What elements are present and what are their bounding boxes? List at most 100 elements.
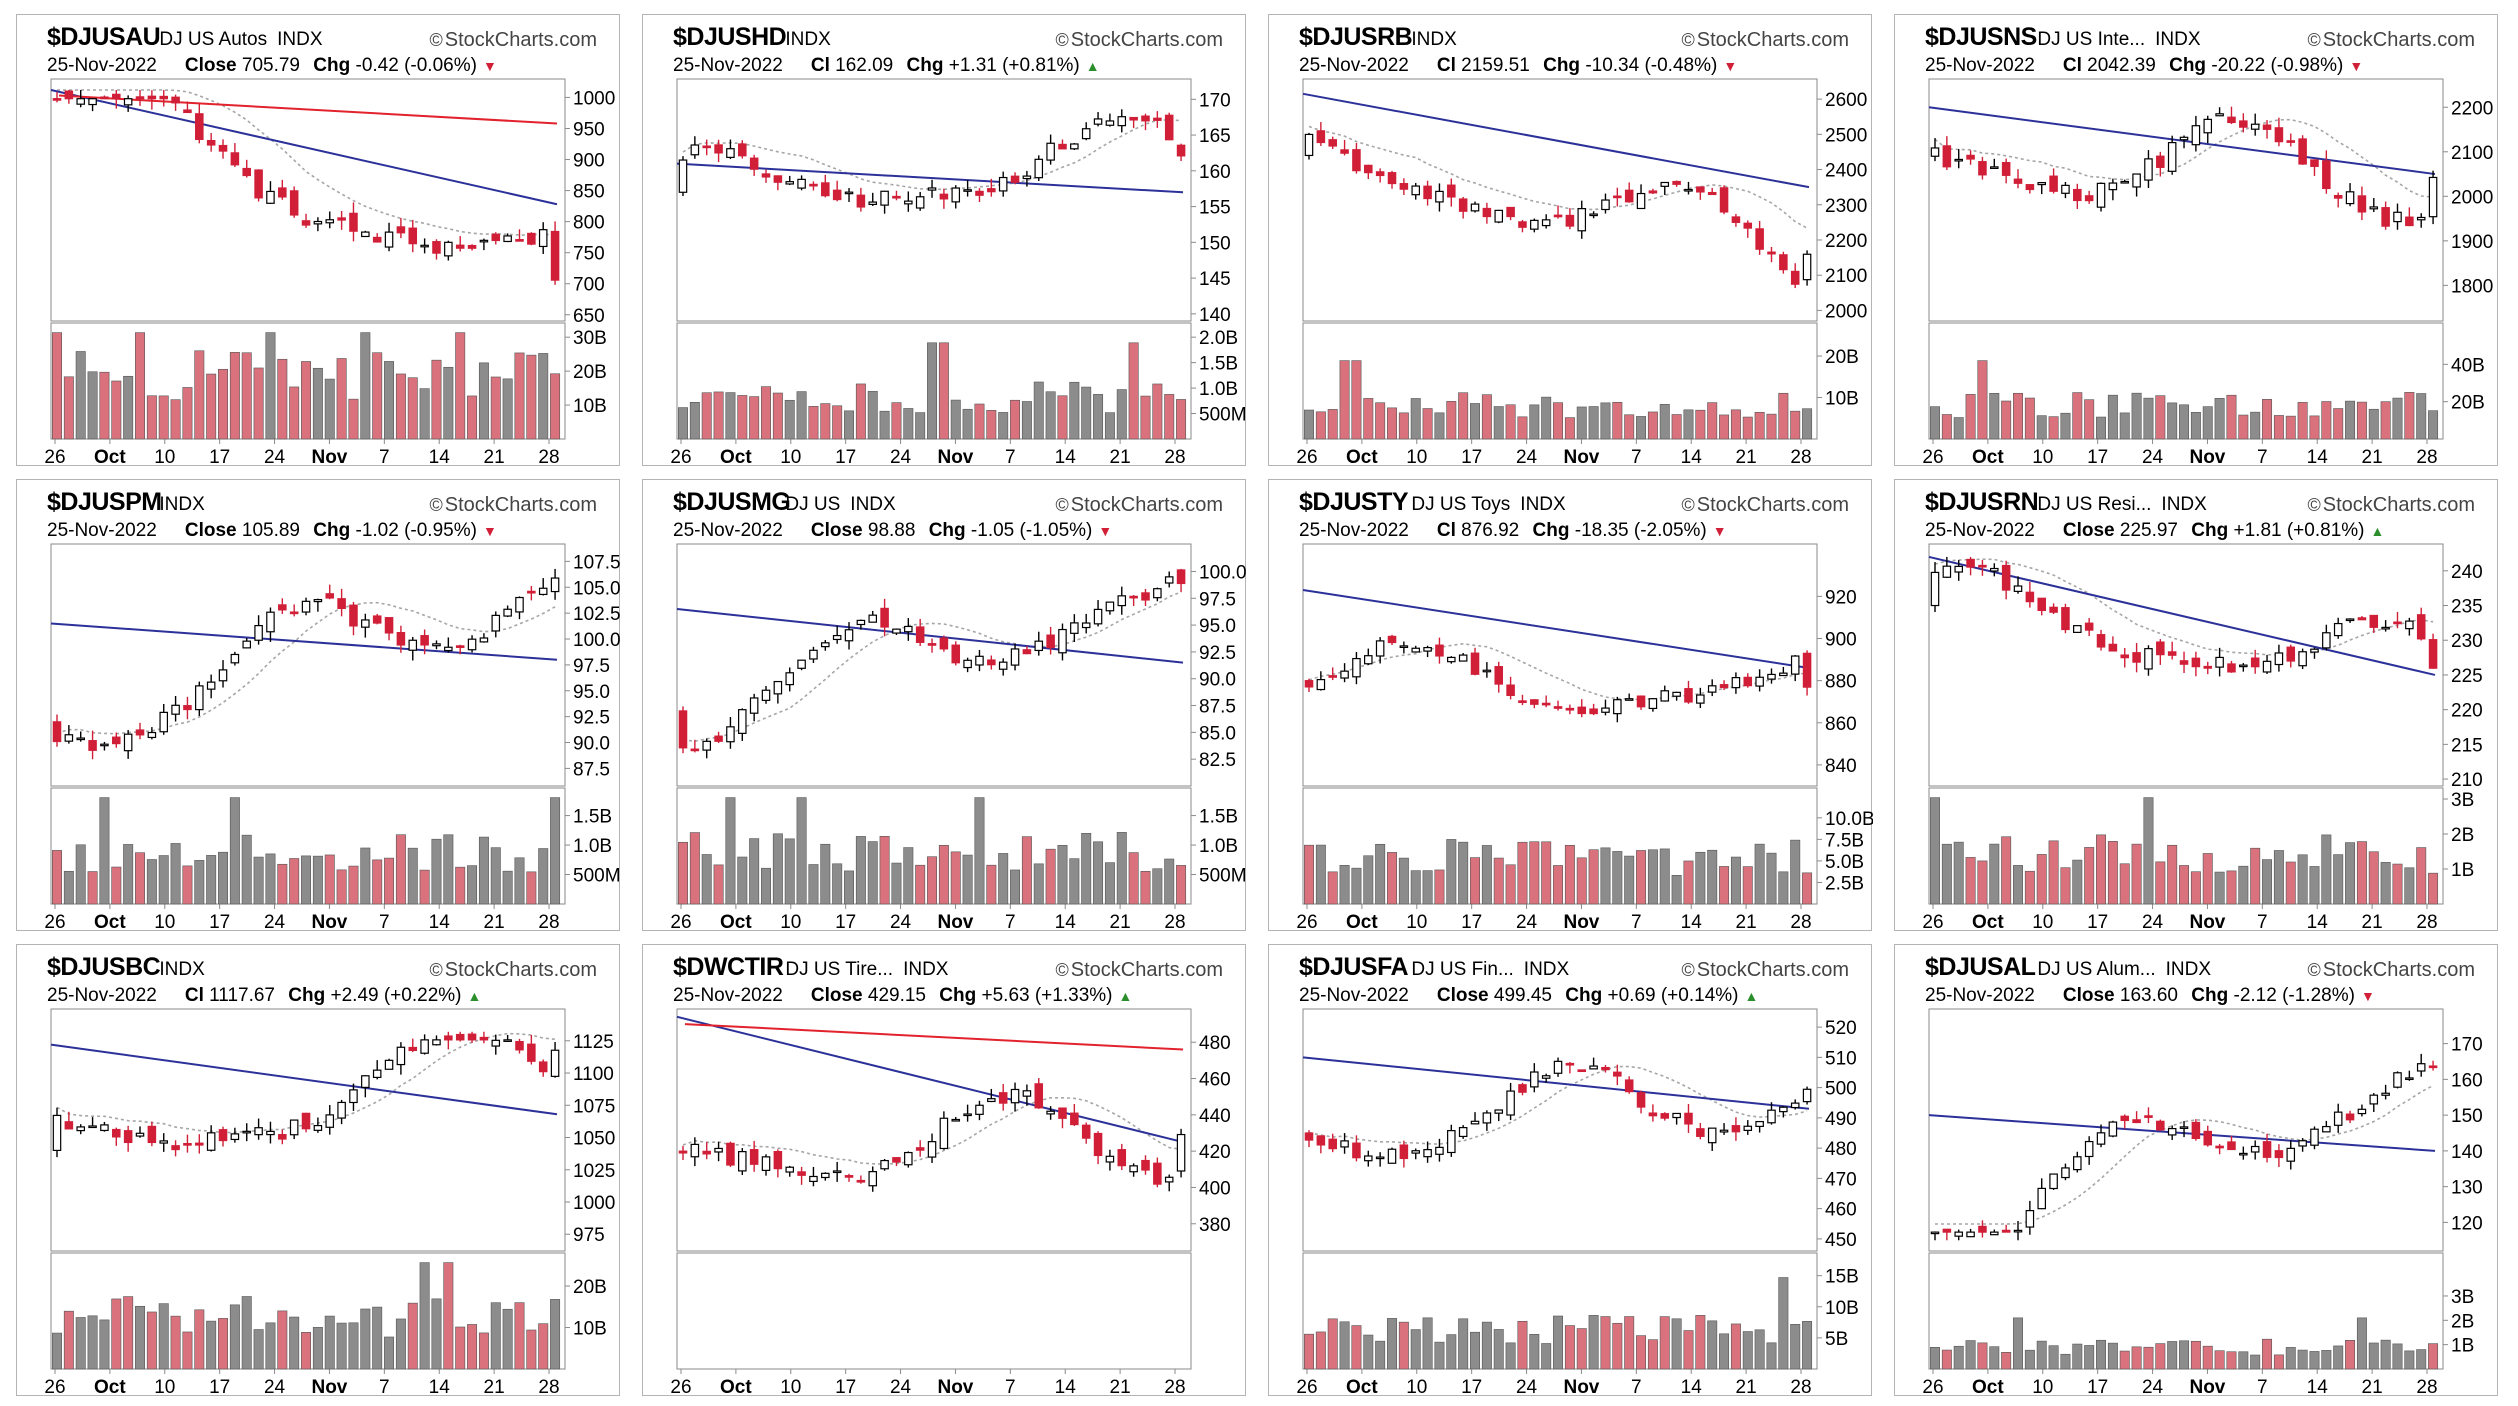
candle-body [1624, 189, 1634, 203]
x-tick-label: 21 [1736, 1377, 1757, 1397]
candle-body [1672, 1112, 1681, 1119]
candle-body [361, 619, 370, 628]
ma50-line [676, 1015, 1184, 1144]
volume-bar [419, 1262, 430, 1370]
volume-tick-label: 5.0B [1825, 852, 1864, 873]
triangle-down-icon: ▼ [1723, 58, 1738, 74]
volume-bar [348, 398, 359, 440]
candle-body [726, 726, 735, 743]
volume-bar [1707, 402, 1718, 440]
candle-body [1990, 1231, 1999, 1236]
candle-body [1790, 655, 1800, 675]
chart-canvas: 26 Oct 10 17 24 Nov 7 14 21 28 107.5 105.0 102.5 100.… [44, 543, 621, 932]
volume-bar [1612, 1322, 1623, 1370]
candle-body [372, 236, 382, 243]
price-tick-label: 520 [1825, 1018, 1857, 1039]
volume-bar [1517, 416, 1528, 440]
ma20-line [56, 601, 556, 735]
volume-bar [2404, 392, 2415, 440]
x-tick-label: Nov [937, 1377, 973, 1397]
volume-bar [526, 871, 537, 905]
price-tick-label: 90.0 [1199, 670, 1236, 691]
candle-body [266, 611, 275, 633]
volume-bar [867, 841, 878, 905]
candle-body [1565, 1062, 1575, 1066]
last-value: 499.45 [1493, 985, 1552, 1006]
candle-body [1093, 1132, 1103, 1157]
candle-body [2274, 127, 2284, 143]
volume-bar [182, 865, 193, 905]
volume-bar [407, 1302, 418, 1370]
candle-body [1117, 1149, 1127, 1167]
candle-body [2381, 626, 2390, 630]
volume-bar [1327, 1318, 1338, 1370]
volume-bar [1953, 1345, 1964, 1370]
volume-bar [1671, 414, 1682, 440]
x-tick-label: 7 [1005, 1377, 1016, 1397]
candle-body [690, 1143, 700, 1158]
watermark: © StockCharts.com [2307, 29, 2475, 52]
volume-bar [1707, 849, 1718, 905]
volume-bar [1093, 394, 1104, 440]
candle-body [1553, 706, 1563, 709]
volume-bar [75, 844, 86, 905]
volume-tick-label: 1.5B [1199, 354, 1238, 375]
candle-body [1176, 144, 1186, 157]
volume-bar [324, 854, 335, 905]
copyright-icon: © [429, 495, 443, 515]
candle-body [2120, 180, 2130, 184]
candle-body [1010, 175, 1020, 183]
candle-body [1541, 1075, 1551, 1079]
volume-bar [1600, 1316, 1611, 1370]
volume-bar [63, 1310, 74, 1370]
volume-bar [1977, 1342, 1988, 1370]
volume-bar [2392, 863, 2403, 905]
watermark-text: StockCharts.com [2322, 494, 2475, 516]
volume-bar [1045, 391, 1056, 440]
watermark: © StockCharts.com [1055, 29, 1223, 52]
volume-tick-label: 5B [1825, 1329, 1848, 1350]
candle-body [538, 587, 548, 596]
quote-date: 25-Nov-2022 [1299, 55, 1409, 76]
x-tick-label: 10 [1406, 1377, 1427, 1397]
volume-bar [678, 841, 688, 905]
chart-symbol: $DJUSAL [1925, 953, 2036, 981]
candle-body [1684, 688, 1693, 703]
candle-body [1176, 1133, 1186, 1172]
candle-body [1684, 188, 1693, 192]
chart-canvas: 26 Oct 10 17 24 Nov 7 14 21 28 2200 2100 2000 1900 180… [1922, 78, 2493, 467]
quote-line: 25-Nov-2022 Cl 2042.39 Chg -20.22 (-0.98%… [1925, 55, 2363, 77]
volume-bar [2084, 847, 2095, 905]
x-tick-label: Nov [2189, 447, 2225, 467]
x-tick-label: 17 [209, 447, 230, 467]
candle-body [1010, 1088, 1020, 1104]
x-tick-label: 21 [484, 447, 505, 467]
candle-body [809, 183, 818, 187]
candle-body [832, 1170, 842, 1174]
quote-line: 25-Nov-2022 Cl 876.92 Chg -18.35 (-2.05%)… [1299, 520, 1727, 542]
change-label: Chg [928, 520, 966, 541]
ma50-line [1928, 106, 2436, 176]
x-tick-label: Oct [1972, 447, 2004, 467]
volume-tick-label: 30B [573, 328, 607, 349]
volume-bar [1754, 843, 1765, 905]
volume-bar [986, 410, 997, 440]
candle-body [1954, 1231, 1963, 1237]
volume-bar [170, 843, 181, 905]
candle-body [301, 1112, 311, 1130]
last-label: Close [2062, 520, 2115, 541]
volume-bar [2202, 853, 2213, 905]
quote-line: 25-Nov-2022 Close 225.97 Chg +1.81 (+0.81… [1925, 520, 2384, 542]
index-name: DJ US Fin... [1411, 959, 1514, 980]
volume-bar [2392, 1343, 2403, 1370]
volume-bar [1128, 342, 1139, 440]
chart-panel: $DJUSPM INDX © StockCharts.com 25-Nov-2022 Cl… [16, 479, 621, 932]
volume-bar [1505, 404, 1516, 440]
volume-bar [2262, 1338, 2273, 1370]
volume-bar [384, 361, 395, 440]
volume-tick-label: 500M [1199, 405, 1247, 426]
candle-body [1565, 707, 1575, 711]
volume-bar [1636, 1335, 1647, 1370]
volume-tick-label: 20B [2451, 393, 2485, 414]
x-tick-label: 28 [538, 447, 559, 467]
